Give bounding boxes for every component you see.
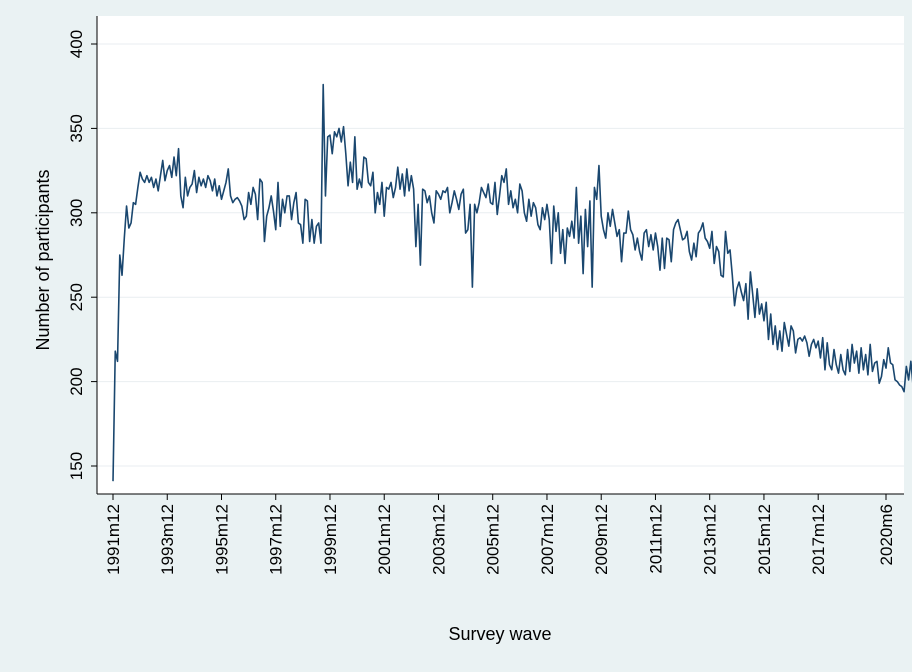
gridlines — [97, 43, 904, 467]
x-tick-label: 2009m12 — [592, 504, 611, 575]
x-tick-label: 1995m12 — [212, 504, 231, 575]
x-tick-label: 2013m12 — [701, 504, 720, 575]
x-tick-label: 2015m12 — [755, 504, 774, 575]
x-tick-label: 1997m12 — [267, 504, 286, 575]
y-ticks: 150 200 250 300 350 400 — [67, 30, 97, 480]
x-tick-label: 2007m12 — [538, 504, 557, 575]
y-tick-label: 150 — [67, 452, 86, 480]
axes — [96, 16, 904, 495]
y-tick-label: 350 — [67, 114, 86, 142]
x-tick-label: 1999m12 — [321, 504, 340, 575]
y-tick-label: 200 — [67, 367, 86, 395]
y-axis-title: Number of participants — [33, 169, 53, 350]
x-tick-label: 2001m12 — [375, 504, 394, 575]
x-tick-label: 1993m12 — [158, 504, 177, 575]
x-ticks: 1991m12 1993m12 1995m12 1997m12 1999m12 2001m… — [104, 494, 896, 575]
x-axis-title: Survey wave — [448, 624, 551, 644]
plot-area — [97, 16, 904, 494]
series-line — [112, 83, 912, 482]
x-tick-label: 2003m12 — [429, 504, 448, 575]
x-tick-label: 2005m12 — [484, 504, 503, 575]
y-tick-label: 300 — [67, 199, 86, 227]
x-tick-label: 1991m12 — [104, 504, 123, 575]
x-tick-label: 2020m6 — [877, 504, 896, 565]
y-tick-label: 250 — [67, 283, 86, 311]
y-tick-label: 400 — [67, 30, 86, 58]
x-tick-label: 2017m12 — [809, 504, 828, 575]
series-layer — [112, 83, 912, 482]
x-tick-label: 2011m12 — [646, 504, 665, 574]
